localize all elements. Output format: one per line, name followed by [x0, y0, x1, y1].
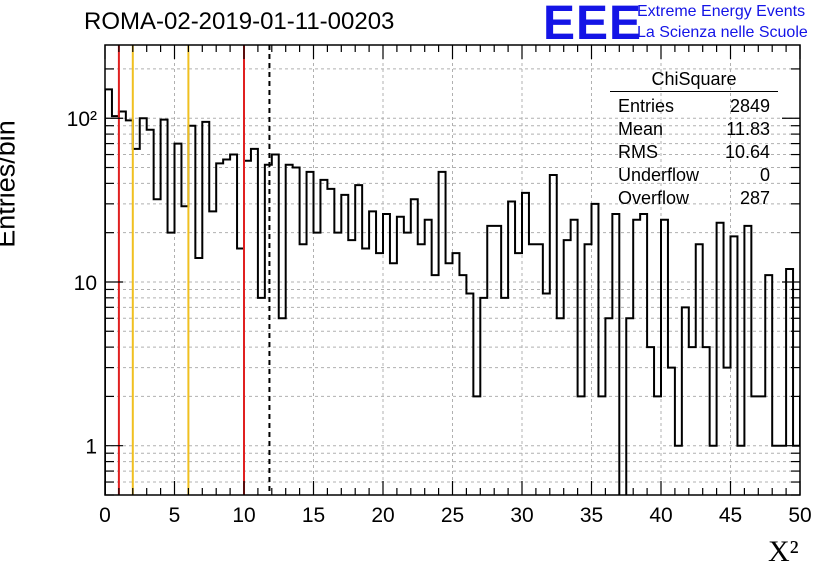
x-tick-label: 20	[371, 504, 394, 527]
stats-row-entries: Entries 2849	[610, 95, 778, 118]
histogram-outline	[105, 88, 800, 495]
stats-row-mean: Mean 11.83	[610, 118, 778, 141]
stats-value: 10.64	[724, 142, 770, 162]
x-tick-label: 45	[719, 504, 742, 527]
stats-value: 287	[739, 188, 770, 208]
stats-label: Underflow	[618, 165, 700, 185]
stats-row-underflow: Underflow 0	[610, 164, 778, 187]
chart-title: ROMA-02-2019-01-11-00203	[84, 8, 395, 35]
stats-label: RMS	[618, 142, 658, 162]
y-tick-label: 10	[74, 272, 97, 295]
stats-label: Overflow	[618, 188, 690, 208]
y-axis-label: Entries/bin	[0, 120, 21, 248]
stats-value: 2849	[729, 96, 770, 116]
y-tick-label: 10²	[67, 108, 97, 131]
x-tick-label: 40	[649, 504, 672, 527]
x-tick-label: 30	[510, 504, 533, 527]
logo-text-line1: Extreme Energy Events	[637, 3, 806, 20]
x-tick-label: 15	[302, 504, 325, 527]
eee-logo-mark: EEE	[543, 0, 643, 50]
x-axis-label: Χ²	[768, 535, 799, 568]
x-tick-label: 50	[788, 504, 811, 527]
stats-value: 0	[759, 165, 770, 185]
stats-label: Entries	[618, 96, 675, 116]
stats-row-overflow: Overflow 287	[610, 187, 778, 210]
x-tick-label: 25	[441, 504, 464, 527]
x-tick-label: 10	[232, 504, 255, 527]
logo-text-line2: La Scienza nelle Scuole	[637, 24, 808, 41]
stats-box: ChiSquare Entries 2849 Mean 11.83 RMS 10.64…	[610, 68, 778, 210]
stats-title: ChiSquare	[610, 68, 778, 92]
y-tick-label: 1	[85, 436, 97, 459]
x-tick-label: 5	[169, 504, 181, 527]
x-tick-label: 35	[580, 504, 603, 527]
x-tick-label: 0	[99, 504, 111, 527]
stats-label: Mean	[618, 119, 664, 139]
stats-value: 11.83	[726, 119, 770, 139]
stats-row-rms: RMS 10.64	[610, 141, 778, 164]
